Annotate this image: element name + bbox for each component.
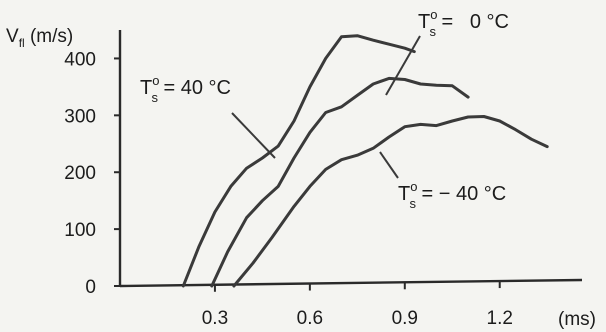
y-tick-label: 300: [64, 106, 96, 127]
leader-series-1: [231, 112, 276, 159]
x-ticks: 0.3 0.6 0.9 1.2: [202, 281, 513, 329]
y-axis-title: Vfl (m/s): [6, 26, 73, 50]
x-tick-label: 0.9: [392, 308, 418, 329]
x-axis: [119, 278, 583, 288]
x-tick-label: 1.2: [487, 308, 513, 329]
axes: 0 100 200 300 400 0.3 0.6 0.9 1.2: [64, 30, 583, 329]
y-tick-label: 0: [85, 277, 96, 298]
y-ticks: 0 100 200 300 400: [64, 49, 120, 298]
series-line-3: [232, 115, 549, 288]
series-line-1: [181, 34, 416, 288]
leader-series-3: [379, 151, 399, 179]
series-label-0C: To s = 0 °C: [418, 7, 509, 39]
series-lines: [181, 34, 549, 288]
x-tick-label: 0.6: [297, 308, 323, 329]
leader-series-2: [385, 35, 421, 96]
y-tick-label: 400: [64, 49, 96, 70]
x-axis-title: (ms): [558, 309, 596, 330]
series-line-2: [210, 76, 470, 288]
label-leader-lines: [231, 35, 421, 179]
series-label-40C: To s = 40 °C: [140, 73, 231, 105]
x-tick-label: 0.3: [202, 308, 228, 329]
y-tick-label: 100: [64, 220, 96, 241]
y-tick-label: 200: [64, 163, 96, 184]
series-label-minus40C: To s = − 40 °C: [398, 179, 506, 211]
